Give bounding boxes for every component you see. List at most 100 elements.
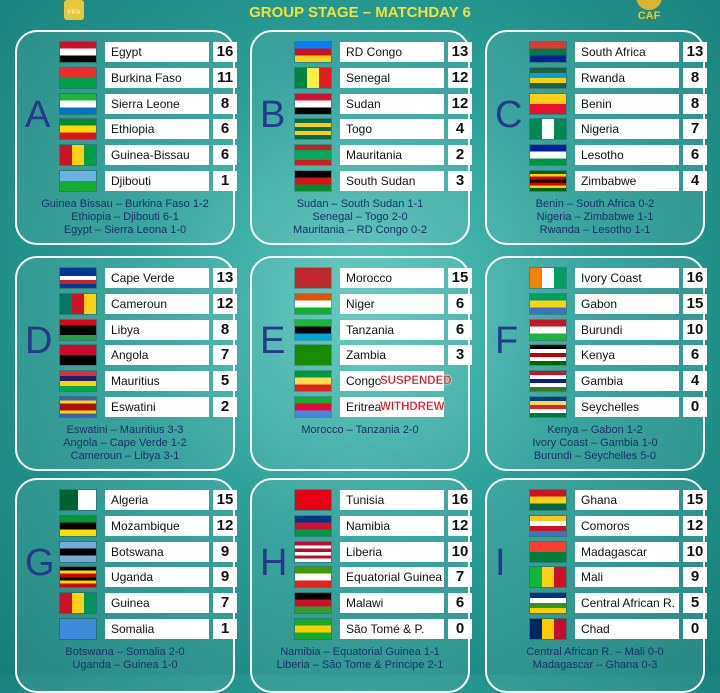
team-points: 6: [448, 319, 472, 340]
team-points: 9: [213, 567, 237, 588]
team-name: Gabon: [575, 293, 679, 314]
team-name: Kenya: [575, 345, 679, 366]
flag: [295, 619, 331, 639]
team-name: Seychelles: [575, 397, 679, 417]
team-name: Botswana: [105, 541, 209, 562]
flag: [530, 371, 566, 392]
team-name: Eswatini: [105, 397, 209, 417]
team-points: 16: [213, 42, 237, 62]
group-letter: B: [260, 94, 286, 136]
team-status: SUSPENDED: [380, 375, 452, 388]
flag: [60, 593, 96, 614]
team-points: 1: [213, 171, 237, 191]
team-points: 15: [448, 268, 472, 288]
flag: [60, 490, 96, 510]
team-points: 7: [213, 593, 237, 614]
team-name: South Africa: [575, 42, 679, 62]
flag: [530, 119, 566, 140]
group-panel: I Ghana 15 Comoros 12 Madagascar 10 Mali 9 Centra…: [485, 478, 707, 693]
match-result: Cameroun – Libya 3-1: [70, 450, 180, 462]
match-result: Uganda – Guinea 1-0: [72, 659, 178, 671]
team-name: Mozambique: [105, 515, 209, 536]
team-points: 6: [683, 145, 707, 166]
flag: [295, 345, 331, 366]
team-points: 6: [213, 119, 237, 140]
group-letter: G: [25, 542, 55, 584]
flag: [295, 119, 331, 140]
match-result: Sudan – South Sudan 1-1: [296, 198, 424, 210]
group-panel: A Egypt 16 Burkina Faso 11 Sierra Leone 8 Ethio…: [15, 30, 237, 245]
team-name: Algeria: [105, 490, 209, 510]
team-name: Sierra Leone: [105, 93, 209, 114]
team-name: Burundi: [575, 319, 679, 340]
team-name: Rwanda: [575, 67, 679, 88]
flag: [530, 145, 566, 166]
flag: [530, 319, 566, 340]
group-panel: G Algeria 15 Mozambique 12 Botswana 9 Uganda 9 Gu…: [15, 478, 237, 693]
flag: [295, 67, 331, 88]
team-points: 0: [683, 619, 707, 639]
team-points: 2: [213, 397, 237, 417]
team-name: Ivory Coast: [575, 268, 679, 288]
team-points: 4: [683, 371, 707, 392]
match-result: Namibia – Equatorial Guinea 1-1: [280, 646, 440, 658]
match-result: Rwanda – Lesotho 1-1: [539, 224, 651, 236]
match-result: Senegal – Togo 2-0: [312, 211, 408, 223]
team-points: 0: [683, 397, 707, 417]
flag: [530, 345, 566, 366]
flag: [60, 93, 96, 114]
team-name: Angola: [105, 345, 209, 366]
flag: [295, 293, 331, 314]
team-points: 12: [448, 93, 472, 114]
team-points: 8: [683, 93, 707, 114]
group-letter: D: [25, 320, 53, 362]
team-points: 13: [448, 42, 472, 62]
team-name: Cameroun: [105, 293, 209, 314]
team-points: 9: [213, 541, 237, 562]
team-name: South Sudan: [340, 171, 444, 191]
team-name: Guinea-Bissau: [105, 145, 209, 166]
flag: [530, 619, 566, 639]
flag: [530, 293, 566, 314]
team-name: Mali: [575, 567, 679, 588]
team-name: Comoros: [575, 515, 679, 536]
team-name: Congo: [340, 371, 444, 392]
team-name: Togo: [340, 119, 444, 140]
flag: [530, 515, 566, 536]
caf-logo: [636, 0, 662, 10]
group-letter: C: [495, 94, 523, 136]
group-panel: F Ivory Coast 16 Gabon 15 Burundi 10 Kenya 6 Gamb…: [485, 256, 707, 471]
team-points: 6: [448, 593, 472, 614]
team-points: 3: [448, 171, 472, 191]
team-name: Uganda: [105, 567, 209, 588]
team-points: 12: [448, 515, 472, 536]
flag: [60, 371, 96, 392]
team-points: 15: [213, 490, 237, 510]
team-points: 5: [213, 371, 237, 392]
flag: [295, 515, 331, 536]
match-result: Guinea Bissau – Burkina Faso 1-2: [41, 198, 209, 210]
match-result: Ivory Coast – Gambia 1-0: [532, 437, 658, 449]
team-status: WITHDREW: [380, 401, 445, 413]
flag: [530, 490, 566, 510]
team-name: Libya: [105, 319, 209, 340]
match-result: Angola – Cape Verde 1-2: [63, 437, 187, 449]
team-points: 4: [683, 171, 707, 191]
team-name: Niger: [340, 293, 444, 314]
flag: [530, 93, 566, 114]
flag: [60, 67, 96, 88]
team-points: 12: [213, 293, 237, 314]
flag: [295, 541, 331, 562]
team-points: 10: [683, 319, 707, 340]
team-name: Namibia: [340, 515, 444, 536]
group-panel: D Cape Verde 13 Cameroun 12 Libya 8 Angola 7 Maur…: [15, 256, 237, 471]
team-name: Ethiopia: [105, 119, 209, 140]
header-title: GROUP STAGE – MATCHDAY 6: [249, 4, 471, 21]
team-points: 7: [683, 119, 707, 140]
team-points: 12: [683, 515, 707, 536]
match-result: Mauritania – RD Congo 0-2: [293, 224, 427, 236]
group-panel: B RD Congo 13 Senegal 12 Sudan 12 Togo 4 Mauritan…: [250, 30, 472, 245]
team-points: 1: [213, 619, 237, 639]
flag: [60, 42, 96, 62]
